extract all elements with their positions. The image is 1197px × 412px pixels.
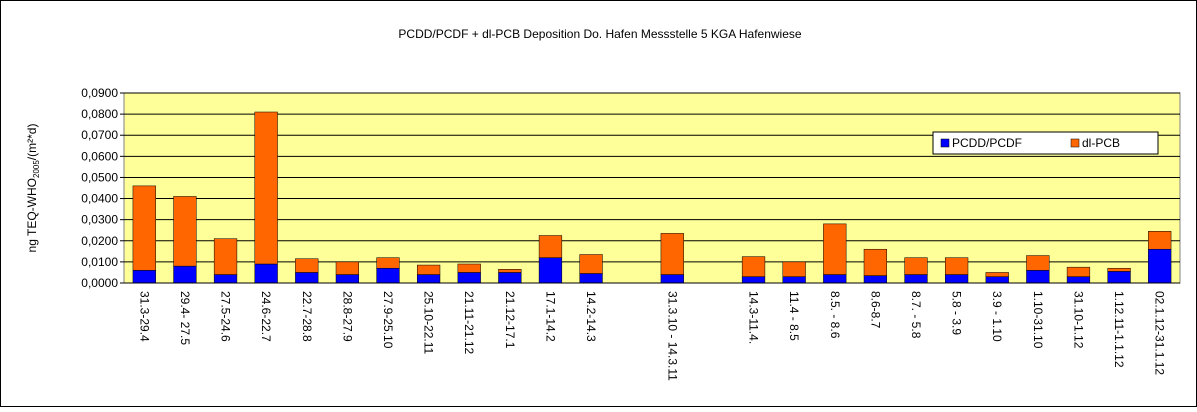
bar-segment xyxy=(457,272,481,284)
legend-swatch xyxy=(1070,138,1080,148)
bar-segment xyxy=(376,257,400,269)
bar-segment xyxy=(579,273,603,284)
x-tick-label: 8.7. - 5.8 xyxy=(909,291,923,339)
y-tick-label: 0,0500 xyxy=(81,170,118,184)
x-tick-label: 22.7-28.8 xyxy=(300,291,314,342)
x-tick-label: 8.6-8.7 xyxy=(868,291,882,329)
bar-segment xyxy=(904,257,928,275)
bar-segment xyxy=(944,257,969,275)
bar-segment xyxy=(1026,270,1050,284)
x-tick-label: 21.11-21.12 xyxy=(462,291,476,354)
bar-segment xyxy=(985,276,1009,284)
bar-segment xyxy=(254,263,278,284)
bar-segment xyxy=(782,276,806,284)
bar-segment xyxy=(1148,248,1172,284)
bar-segment xyxy=(538,257,563,284)
bar-segment xyxy=(944,274,969,284)
y-tick-label: 0,0400 xyxy=(81,192,118,206)
x-tick-label: 1.12.11-1.1.12 xyxy=(1112,291,1126,368)
bar-segment xyxy=(416,264,441,275)
bar-segment xyxy=(295,258,319,273)
x-tick-label: 24.6-22.7 xyxy=(259,291,273,342)
y-label-sub: 2005 xyxy=(32,160,41,178)
bar-segment xyxy=(213,274,238,284)
legend-swatch xyxy=(940,138,950,148)
y-tick-label: 0,0800 xyxy=(81,107,118,121)
bar-segment xyxy=(254,111,278,265)
x-tick-label: 3.9 - 1.10 xyxy=(990,291,1004,342)
bar-segment xyxy=(579,254,603,274)
x-tick-label: 8.5. - 8.6 xyxy=(828,291,842,339)
y-tick-label: 0,0000 xyxy=(81,276,118,290)
x-tick-label: 31.3-29.4 xyxy=(137,291,151,342)
x-tick-label: 14.3-11.4. xyxy=(747,291,761,344)
bar-segment xyxy=(1066,266,1091,277)
bar-segment xyxy=(173,265,197,284)
x-tick-label: 31.3.10 - 14.3.11 xyxy=(665,291,679,381)
x-tick-label: 25.10-22.11 xyxy=(422,291,436,354)
bar-segment xyxy=(660,233,684,275)
x-tick-label: 21.12-17.1 xyxy=(503,291,517,349)
bar-segment xyxy=(457,263,481,273)
bar-segment xyxy=(335,274,360,284)
bar-segment xyxy=(335,261,360,275)
bar-segment xyxy=(660,274,684,284)
x-tick-label: 31.10-1.12 xyxy=(1071,291,1085,349)
y-label-main: ng TEQ-WHO xyxy=(25,178,39,252)
bar-segment xyxy=(782,261,806,277)
y-tick-label: 0,0100 xyxy=(81,255,118,269)
bar-segment xyxy=(498,269,522,273)
y-tick-label: 0,0300 xyxy=(81,213,118,227)
chart-title: PCDD/PCDF + dl-PCB Deposition Do. Hafen … xyxy=(398,27,801,41)
bar-segment xyxy=(823,274,847,284)
plot-area xyxy=(123,92,1181,284)
bar-segment xyxy=(1066,276,1091,284)
x-tick-label: 27.9-25.10 xyxy=(381,291,395,349)
legend-label: PCDD/PCDF xyxy=(952,136,1022,150)
bar-segment xyxy=(1107,267,1131,272)
bar-segment xyxy=(1026,255,1050,271)
bar-segment xyxy=(1107,271,1131,284)
bar-segment xyxy=(823,223,847,275)
bar-segment xyxy=(213,238,238,275)
bar-segment xyxy=(416,274,441,284)
bar-segment xyxy=(863,275,888,284)
bar-segment xyxy=(985,272,1009,277)
bar-segment xyxy=(741,276,766,284)
legend-label: dl-PCB xyxy=(1082,136,1120,150)
bar-segment xyxy=(173,196,197,267)
bar-segment xyxy=(295,272,319,284)
bar-segment xyxy=(1148,231,1172,250)
bar-segment xyxy=(904,274,928,284)
bar-segment xyxy=(538,235,563,258)
x-tick-label: 5.8 - 3.9 xyxy=(950,291,964,335)
bar-segment xyxy=(132,270,156,284)
legend-box xyxy=(932,131,1159,155)
x-tick-label: 29.4- 27.5 xyxy=(178,291,192,345)
y-tick-label: 0,0900 xyxy=(81,86,118,100)
bar-segment xyxy=(498,272,522,284)
x-tick-label: 28.8-27.9 xyxy=(340,291,354,342)
x-tick-label: 14.2-14.3 xyxy=(584,291,598,342)
x-tick-label: 02.1.12-31.1.12 xyxy=(1153,291,1167,375)
bar-segment xyxy=(863,248,888,276)
y-tick-label: 0,0700 xyxy=(81,128,118,142)
y-tick-label: 0,0600 xyxy=(81,149,118,163)
x-tick-label: 17.1-14.2 xyxy=(543,291,557,342)
x-tick-label: 27.5-24.6 xyxy=(219,291,233,342)
x-tick-label: 11.4 - 8.5 xyxy=(787,291,801,341)
bar-segment xyxy=(741,256,766,277)
bar-segment xyxy=(132,185,156,271)
y-tick-label: 0,0200 xyxy=(81,234,118,248)
y-axis-label: ng TEQ-WHO2005/(m²*d) xyxy=(25,124,41,253)
x-tick-label: 1.10-31.10 xyxy=(1031,291,1045,349)
bar-segment xyxy=(376,267,400,284)
y-label-rest: /(m²*d) xyxy=(25,124,39,161)
